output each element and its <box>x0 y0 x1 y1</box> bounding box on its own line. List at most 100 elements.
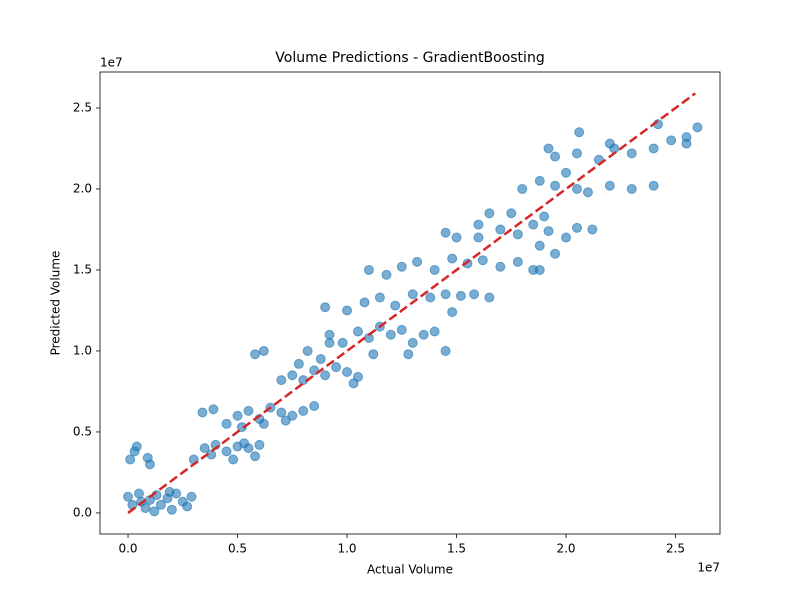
point <box>228 454 239 465</box>
point <box>550 151 561 162</box>
point <box>208 404 219 415</box>
point <box>517 183 528 194</box>
point <box>164 486 175 497</box>
point <box>534 175 545 186</box>
x-tick-label: 1.5 <box>447 542 466 556</box>
point <box>539 211 550 222</box>
y-tick-label: 1.5 <box>73 262 92 276</box>
point <box>447 253 458 264</box>
reference-line <box>127 92 696 514</box>
point <box>451 232 462 243</box>
point <box>186 491 197 502</box>
point <box>276 375 287 386</box>
point <box>561 167 572 178</box>
point <box>407 337 418 348</box>
point <box>182 501 193 512</box>
point <box>666 135 677 146</box>
point <box>221 418 232 429</box>
point <box>681 138 692 149</box>
point <box>221 446 232 457</box>
point <box>429 326 440 337</box>
x-offset-label: 1e7 <box>697 561 720 575</box>
point <box>571 148 582 159</box>
point <box>142 452 153 463</box>
point <box>236 422 247 433</box>
y-tick-label: 2.5 <box>73 100 92 114</box>
point <box>293 358 304 369</box>
point <box>440 345 451 356</box>
point <box>440 227 451 238</box>
point <box>320 302 331 313</box>
point <box>363 264 374 275</box>
point <box>626 183 637 194</box>
point <box>166 504 177 515</box>
x-tick-label: 0.5 <box>228 542 247 556</box>
point <box>412 256 423 267</box>
point <box>528 219 539 230</box>
point <box>149 506 160 517</box>
point <box>133 488 144 499</box>
point <box>331 362 342 373</box>
point <box>320 370 331 381</box>
point <box>543 226 554 237</box>
point <box>550 180 561 191</box>
point <box>473 232 484 243</box>
point <box>243 405 254 416</box>
point <box>258 345 269 356</box>
point <box>396 261 407 272</box>
point <box>571 222 582 233</box>
point <box>276 407 287 418</box>
point <box>484 208 495 219</box>
point <box>587 224 598 235</box>
point <box>473 219 484 230</box>
point <box>254 439 265 450</box>
y-tick-label: 0.5 <box>73 424 92 438</box>
point <box>125 454 136 465</box>
point <box>368 349 379 360</box>
point <box>626 148 637 159</box>
point <box>582 187 593 198</box>
point <box>561 232 572 243</box>
point <box>506 208 517 219</box>
y-offset-label: 1e7 <box>100 56 123 70</box>
point <box>495 261 506 272</box>
y-tick-label: 0.0 <box>73 505 92 519</box>
point <box>484 292 495 303</box>
point <box>425 292 436 303</box>
point <box>571 183 582 194</box>
point <box>534 240 545 251</box>
point <box>440 289 451 300</box>
point <box>692 122 703 133</box>
x-tick-label: 2.5 <box>666 542 685 556</box>
point <box>477 255 488 266</box>
point <box>418 329 429 340</box>
point <box>302 345 313 356</box>
point <box>604 180 615 191</box>
point <box>543 143 554 154</box>
point <box>469 289 480 300</box>
point <box>309 401 320 412</box>
point <box>648 180 659 191</box>
point <box>352 326 363 337</box>
point <box>447 307 458 318</box>
point <box>280 415 291 426</box>
point <box>534 264 545 275</box>
point <box>381 269 392 280</box>
point <box>250 349 261 360</box>
point <box>385 329 396 340</box>
point <box>315 354 326 365</box>
point <box>197 407 208 418</box>
point <box>374 292 385 303</box>
point <box>232 410 243 421</box>
y-axis-label: Predicted Volume <box>49 251 63 356</box>
point <box>359 297 370 308</box>
point <box>407 289 418 300</box>
y-tick-label: 2.0 <box>73 181 92 195</box>
point <box>403 349 414 360</box>
point <box>512 256 523 267</box>
x-axis-label: Actual Volume <box>367 563 453 577</box>
point <box>287 370 298 381</box>
point <box>337 337 348 348</box>
point <box>131 441 142 452</box>
